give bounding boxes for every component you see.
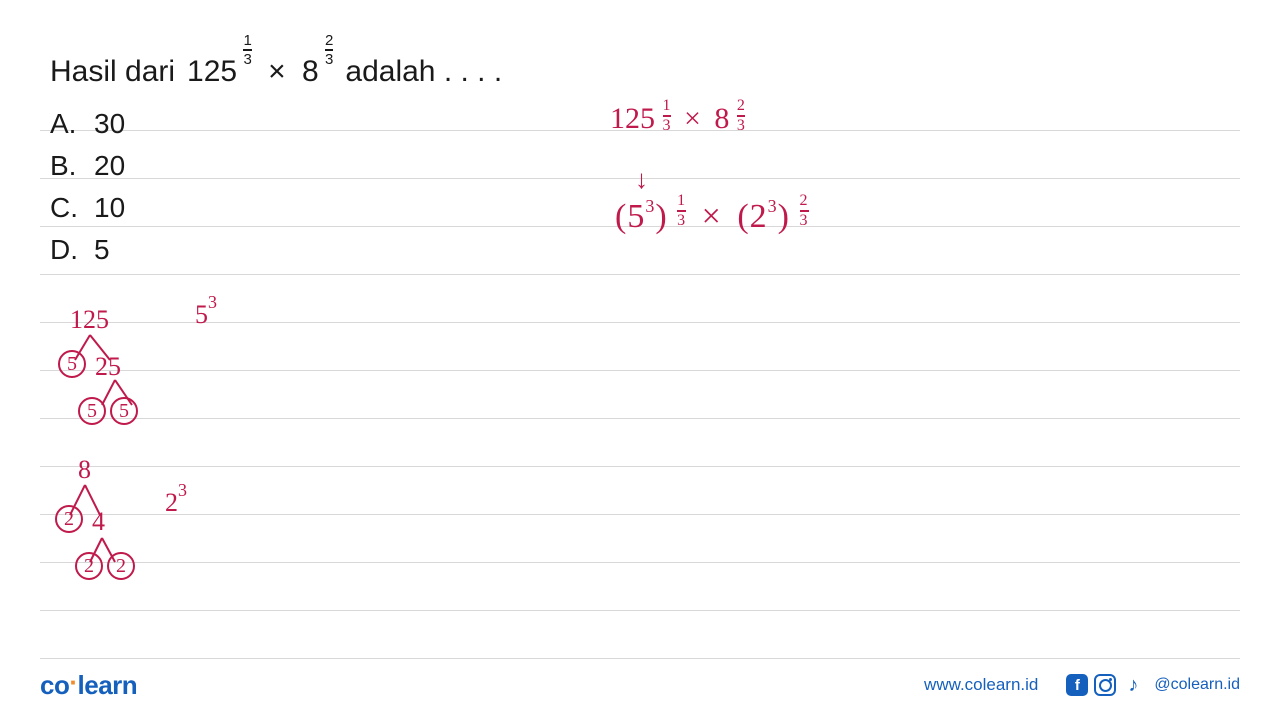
- handwriting-expression-2: (53) 13 × (23) 23: [615, 198, 809, 251]
- answer-option: A. 30: [50, 103, 502, 145]
- option-value: 5: [94, 229, 110, 271]
- base-1: 125: [187, 55, 237, 88]
- question-lead: Hasil dari: [50, 55, 175, 89]
- operator-times: ×: [268, 55, 286, 88]
- answer-option: D. 5: [50, 229, 502, 271]
- option-letter: B.: [50, 145, 76, 187]
- base-2: 8: [302, 55, 319, 88]
- social-block: f ♪ @colearn.id: [1066, 674, 1240, 696]
- brand-logo: co·learn: [40, 670, 137, 701]
- website-link[interactable]: www.colearn.id: [924, 675, 1038, 695]
- option-letter: D.: [50, 229, 76, 271]
- handwriting-expression-1: 125 13 × 8 23: [610, 102, 745, 152]
- option-letter: A.: [50, 103, 76, 145]
- question-trail: adalah . . . .: [345, 55, 502, 89]
- instagram-icon[interactable]: [1094, 674, 1116, 696]
- factor-tree-8-result: 23: [165, 488, 187, 518]
- option-letter: C.: [50, 187, 76, 229]
- option-value: 20: [94, 145, 125, 187]
- answer-option: B. 20: [50, 145, 502, 187]
- tiktok-icon[interactable]: ♪: [1122, 674, 1144, 696]
- answer-option: C. 10: [50, 187, 502, 229]
- factor-tree-125-result: 53: [195, 300, 217, 330]
- handwriting-arrow: ↓: [635, 165, 648, 195]
- option-value: 10: [94, 187, 125, 229]
- answer-options: A. 30 B. 20 C. 10 D. 5: [50, 103, 502, 271]
- exponent-1: 1 3: [243, 33, 251, 67]
- footer-bar: co·learn www.colearn.id f ♪ @colearn.id: [0, 660, 1280, 720]
- exponent-2: 2 3: [325, 33, 333, 67]
- question-block: Hasil dari 125 1 3 × 8 2 3 adalah . . . …: [50, 55, 502, 271]
- facebook-icon[interactable]: f: [1066, 674, 1088, 696]
- option-value: 30: [94, 103, 125, 145]
- social-handle: @colearn.id: [1154, 676, 1240, 694]
- question-text: Hasil dari 125 1 3 × 8 2 3 adalah . . . …: [50, 55, 502, 89]
